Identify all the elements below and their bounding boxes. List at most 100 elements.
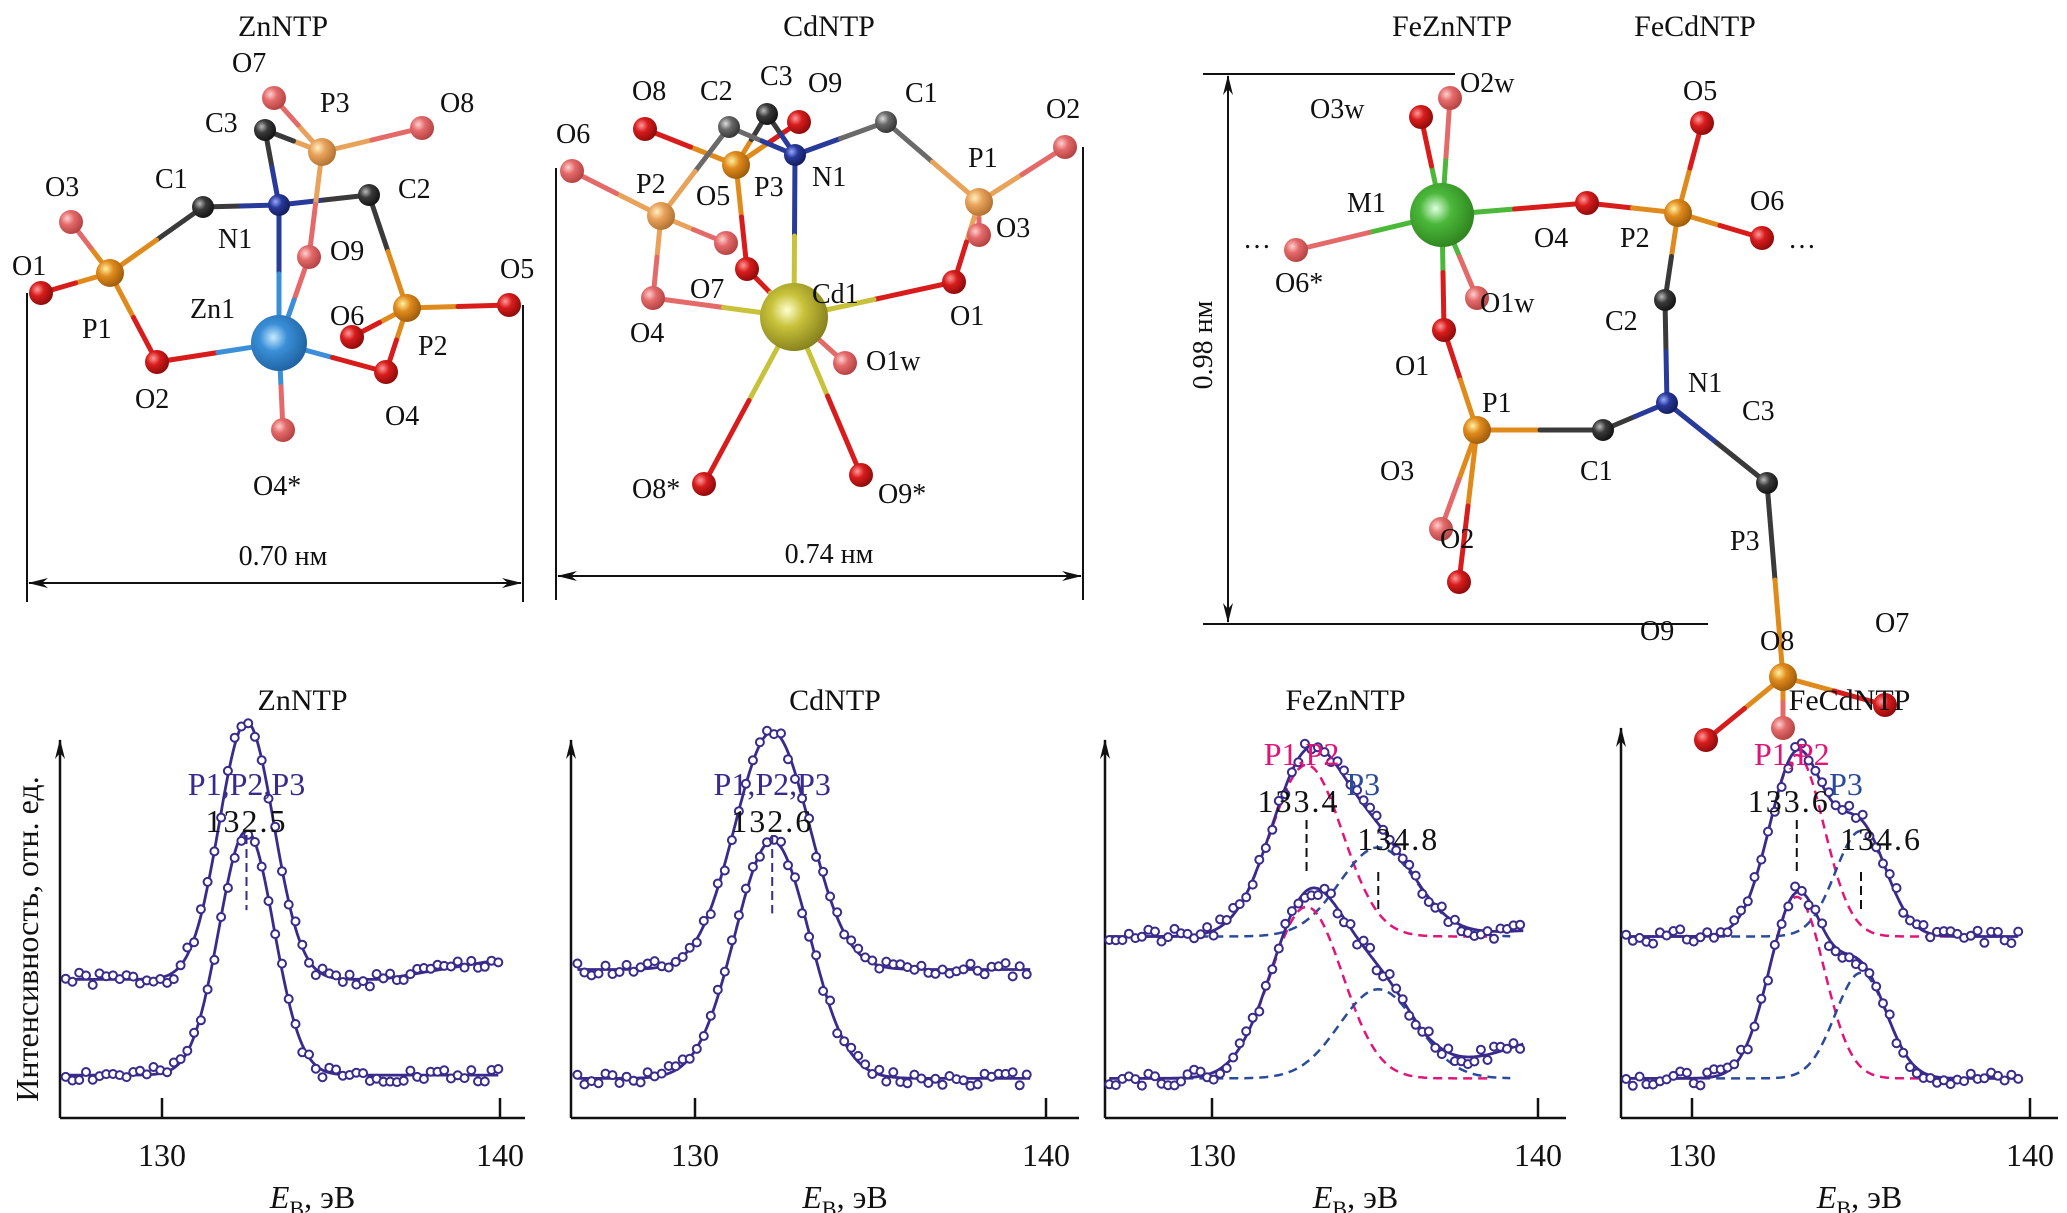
data-point (1286, 767, 1297, 778)
data-point (310, 1063, 321, 1074)
atoms-femntp (1284, 86, 1897, 752)
data-point (1515, 1043, 1526, 1054)
data-point (1163, 932, 1173, 943)
atom-p1 (96, 259, 124, 287)
data-point (1627, 1080, 1638, 1091)
data-point (1864, 831, 1875, 842)
data-point (1475, 1044, 1486, 1055)
data-point (2013, 1073, 2024, 1084)
data-point (867, 1069, 878, 1079)
atom-o6-star (1284, 238, 1308, 262)
atom-o6 (1750, 226, 1774, 250)
data-point (1397, 853, 1408, 864)
data-point (1339, 765, 1349, 776)
data-point (1878, 858, 1888, 869)
component-curve-p3 (1626, 971, 2005, 1080)
data-point (1007, 1067, 1018, 1078)
data-point (825, 891, 836, 902)
data-point (1208, 930, 1219, 941)
data-point (1391, 983, 1402, 994)
data-point (1404, 1010, 1415, 1021)
data-point (593, 968, 604, 979)
data-point (1979, 937, 1990, 948)
data-point (195, 904, 206, 915)
atom-label: O2 (1440, 524, 1474, 555)
x-tick-label: 130 (138, 1137, 186, 1173)
atom-label: P1 (82, 314, 112, 345)
data-point (1796, 738, 1807, 749)
atom-o1 (29, 281, 53, 305)
data-point (202, 984, 213, 995)
data-point (67, 976, 78, 987)
data-point (958, 964, 969, 975)
data-point (874, 963, 885, 974)
data-point (705, 1010, 716, 1021)
data-point (1884, 1009, 1895, 1020)
data-point (175, 1054, 186, 1065)
data-point (677, 952, 688, 962)
data-point (1410, 870, 1421, 881)
atom-label: O3 (45, 172, 79, 203)
data-point (1293, 898, 1304, 909)
component-curve-p3 (1626, 829, 2005, 938)
peak-assignment-label: P1,P2,P3 (188, 766, 305, 802)
atom-label: O7 (690, 274, 724, 305)
atom-label: O9* (878, 479, 926, 510)
data-point (1891, 1038, 1902, 1049)
data-point (783, 754, 793, 765)
data-point (572, 958, 583, 969)
atom-label: C3 (205, 108, 238, 139)
atom-label: P1 (1482, 388, 1512, 419)
atom-label: O1w (866, 346, 921, 377)
atom-o2 (145, 350, 169, 374)
atom-n1 (1656, 392, 1678, 414)
data-point (797, 908, 808, 919)
data-point (283, 994, 294, 1004)
data-point (1130, 1074, 1141, 1085)
data-point (1864, 968, 1875, 979)
data-point (818, 986, 829, 996)
data-point (249, 837, 260, 847)
data-point (216, 812, 227, 823)
atom-o3 (1429, 517, 1453, 541)
data-point (1423, 1026, 1434, 1037)
data-point (1007, 971, 1018, 982)
data-point (1681, 1067, 1692, 1078)
atom-label: O2 (135, 384, 169, 415)
data-point (1384, 834, 1395, 845)
data-point (1176, 1076, 1186, 1087)
x-axis-title: EB, эВ (269, 1179, 355, 1213)
data-point (337, 977, 348, 987)
data-point (1267, 964, 1278, 975)
data-point (1417, 888, 1428, 899)
data-point (1182, 928, 1193, 939)
data-point (1254, 1006, 1265, 1017)
atom-label: O6 (556, 119, 590, 150)
data-point (1378, 824, 1389, 835)
data-point (74, 1075, 85, 1085)
data-point (1918, 920, 1929, 930)
data-point (754, 737, 765, 748)
labels-znntp: O7 P3 O8 C3 C1 N1 C2 O3 O1 P1 O9 Zn1 O2 O6 P2 O5 O4 O4* (12, 48, 534, 502)
data-point (317, 963, 328, 974)
data-point (1014, 961, 1025, 972)
data-point (1830, 946, 1841, 957)
atom-label: C3 (760, 61, 793, 92)
peak-assignment-label: P1,P2 (1264, 736, 1340, 772)
data-point (1150, 926, 1160, 937)
data-point (811, 851, 822, 862)
data-point (1482, 1055, 1493, 1065)
data-point (452, 956, 463, 967)
x-tick-label: 140 (2006, 1137, 2054, 1173)
data-point (642, 1067, 653, 1078)
data-point (121, 1072, 132, 1083)
data-point (1783, 763, 1794, 774)
atom-label: O2w (1460, 68, 1515, 99)
dimension-label: 0.70 нм (239, 541, 328, 572)
atom-label: O8 (440, 88, 474, 119)
data-point (466, 955, 477, 966)
fit-curve-spectrum-upper (65, 720, 499, 981)
atom-c3 (1756, 472, 1778, 494)
data-point (663, 962, 674, 973)
bond-C3-P3 (1764, 480, 1786, 680)
